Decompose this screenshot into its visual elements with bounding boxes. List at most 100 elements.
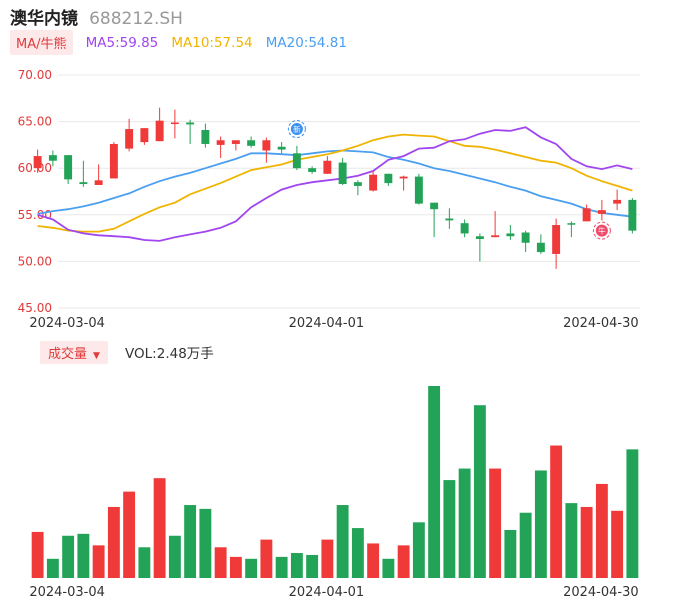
volume-bar: [351, 528, 364, 578]
candle-body: [445, 218, 454, 221]
candle: [33, 149, 42, 173]
candle: [460, 219, 469, 238]
candle-body: [475, 236, 484, 240]
volume-tab-label: 成交量: [48, 347, 88, 362]
x-tick-label: 2024-04-30: [563, 316, 639, 331]
candle-body: [308, 168, 317, 172]
volume-bar: [412, 522, 425, 578]
stock-code: 688212.SH: [89, 9, 183, 29]
candle-body: [536, 242, 545, 253]
candle: [597, 199, 606, 221]
x-tick-label: 2024-03-04: [29, 585, 105, 600]
candle: [277, 142, 286, 154]
y-tick-label: 70.00: [18, 68, 52, 82]
candle: [125, 118, 134, 152]
volume-bar: [428, 386, 441, 578]
candle: [414, 173, 423, 205]
candle: [399, 175, 408, 191]
candle-body: [414, 176, 423, 204]
volume-bar: [290, 553, 303, 578]
candle: [247, 136, 256, 148]
y-tick-label: 45.00: [18, 301, 52, 315]
ma10-label: MA10:57.54: [171, 34, 253, 51]
volume-bar: [534, 470, 547, 578]
x-tick-label: 2024-04-01: [289, 585, 365, 600]
volume-bar: [138, 547, 151, 578]
candle: [64, 155, 73, 185]
candle-body: [567, 223, 576, 225]
candle: [170, 109, 179, 139]
volume-bar: [62, 535, 75, 578]
volume-bar: [92, 545, 105, 578]
candle: [552, 218, 561, 269]
candle-body: [79, 182, 88, 185]
candle-body: [338, 162, 347, 185]
candle: [582, 204, 591, 222]
candle-body: [323, 160, 332, 174]
volume-bar: [367, 543, 380, 578]
candle-body: [582, 208, 591, 222]
volume-bars: [31, 386, 639, 578]
ma-legend: MA/牛熊 MA5:59.85 MA10:57.54 MA20:54.81: [10, 30, 347, 55]
ma10-line: [37, 133, 633, 233]
niu-marker-icon: 牛: [592, 221, 611, 240]
candle-body: [491, 235, 500, 238]
volume-bar: [46, 558, 59, 578]
ma20-label: MA20:54.81: [265, 34, 347, 51]
x-tick-label: 2024-04-30: [563, 585, 639, 600]
marker-dot: [290, 123, 303, 136]
candle-body: [384, 173, 393, 184]
volume-bar: [229, 556, 242, 578]
volume-bar: [458, 468, 471, 578]
volume-bar: [580, 506, 593, 578]
candle-body: [597, 210, 606, 214]
candle-body: [262, 140, 271, 151]
candle-body: [369, 174, 378, 191]
ma5-line: [37, 126, 633, 242]
volume-bar: [123, 491, 136, 578]
candle-body: [170, 122, 179, 125]
time-axis-volume: 2024-03-04 2024-04-01 2024-04-30: [29, 585, 638, 600]
candle-body: [353, 182, 362, 186]
candle: [353, 180, 362, 196]
volume-bar: [306, 554, 319, 578]
candle: [506, 225, 515, 240]
candle: [430, 202, 439, 238]
candle: [292, 145, 301, 171]
volume-bar: [565, 503, 578, 578]
marker-ring: [592, 221, 611, 240]
candle-body: [94, 180, 103, 185]
volume-bar: [31, 531, 44, 578]
volume-bar: [504, 530, 517, 578]
candle: [155, 107, 164, 142]
ma-indicator-tab[interactable]: MA/牛熊: [10, 30, 73, 55]
candle: [48, 150, 57, 167]
candle: [109, 142, 118, 179]
candle-body: [140, 128, 149, 143]
volume-bar: [245, 558, 258, 578]
volume-bar: [443, 480, 456, 578]
candle: [231, 140, 240, 151]
volume-bar: [168, 535, 181, 578]
candle-body: [613, 199, 622, 204]
volume-legend: 成交量 ▼ VOL:2.48万手: [40, 341, 214, 364]
y-tick-label: 50.00: [18, 254, 52, 268]
volume-bar: [199, 508, 212, 578]
candle: [201, 123, 210, 148]
candle-body: [399, 176, 408, 179]
candle-body: [216, 140, 225, 145]
candle: [140, 128, 149, 145]
candle: [308, 166, 317, 174]
price-grid: [58, 74, 640, 309]
candle: [567, 221, 576, 238]
candle-body: [48, 155, 57, 161]
volume-bar: [77, 533, 90, 578]
dropdown-caret-icon: ▼: [93, 351, 100, 361]
candle: [94, 164, 103, 185]
ma20-line: [37, 149, 633, 218]
candle-body: [247, 140, 256, 146]
volume-bar: [153, 478, 166, 578]
x-tick-label: 2024-03-04: [29, 316, 105, 331]
candle-body: [460, 223, 469, 234]
volume-indicator-dropdown[interactable]: 成交量 ▼: [40, 341, 108, 364]
